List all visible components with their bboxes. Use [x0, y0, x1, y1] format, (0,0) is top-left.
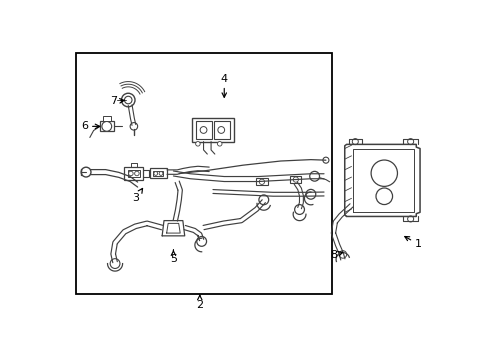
Circle shape	[134, 171, 139, 176]
Circle shape	[102, 121, 111, 131]
Circle shape	[309, 171, 319, 181]
Bar	[289, 176, 301, 183]
Bar	[124, 167, 143, 180]
Bar	[75, 53, 331, 294]
Circle shape	[124, 96, 132, 104]
Circle shape	[200, 127, 206, 133]
Circle shape	[110, 259, 120, 269]
Bar	[128, 170, 139, 177]
Circle shape	[218, 127, 224, 133]
Circle shape	[195, 141, 200, 146]
Circle shape	[294, 204, 304, 215]
Circle shape	[130, 123, 138, 130]
Circle shape	[159, 172, 163, 175]
Bar	[150, 168, 166, 179]
Text: 7: 7	[109, 96, 124, 107]
Circle shape	[121, 93, 135, 107]
Bar	[153, 171, 163, 176]
Circle shape	[305, 189, 315, 199]
Text: 6: 6	[81, 121, 100, 131]
Text: 3: 3	[132, 188, 142, 203]
Bar	[192, 118, 233, 141]
Circle shape	[196, 237, 206, 246]
Text: 4: 4	[220, 74, 227, 97]
Circle shape	[293, 177, 298, 182]
Circle shape	[154, 172, 157, 175]
Text: 2: 2	[196, 295, 203, 310]
Bar	[100, 121, 113, 131]
Circle shape	[81, 167, 91, 177]
Circle shape	[258, 195, 268, 205]
Bar	[196, 121, 211, 139]
Circle shape	[259, 179, 264, 184]
Text: 8: 8	[329, 250, 342, 260]
Circle shape	[322, 157, 328, 163]
Circle shape	[407, 139, 413, 145]
Circle shape	[351, 139, 358, 145]
Circle shape	[407, 216, 413, 222]
Circle shape	[338, 251, 346, 258]
Bar	[256, 179, 267, 185]
Bar	[213, 121, 229, 139]
Text: 1: 1	[404, 237, 421, 249]
Circle shape	[370, 160, 397, 186]
Text: 5: 5	[169, 250, 177, 264]
Circle shape	[375, 188, 392, 204]
Circle shape	[128, 171, 133, 176]
Circle shape	[217, 141, 222, 146]
Bar	[103, 116, 110, 121]
